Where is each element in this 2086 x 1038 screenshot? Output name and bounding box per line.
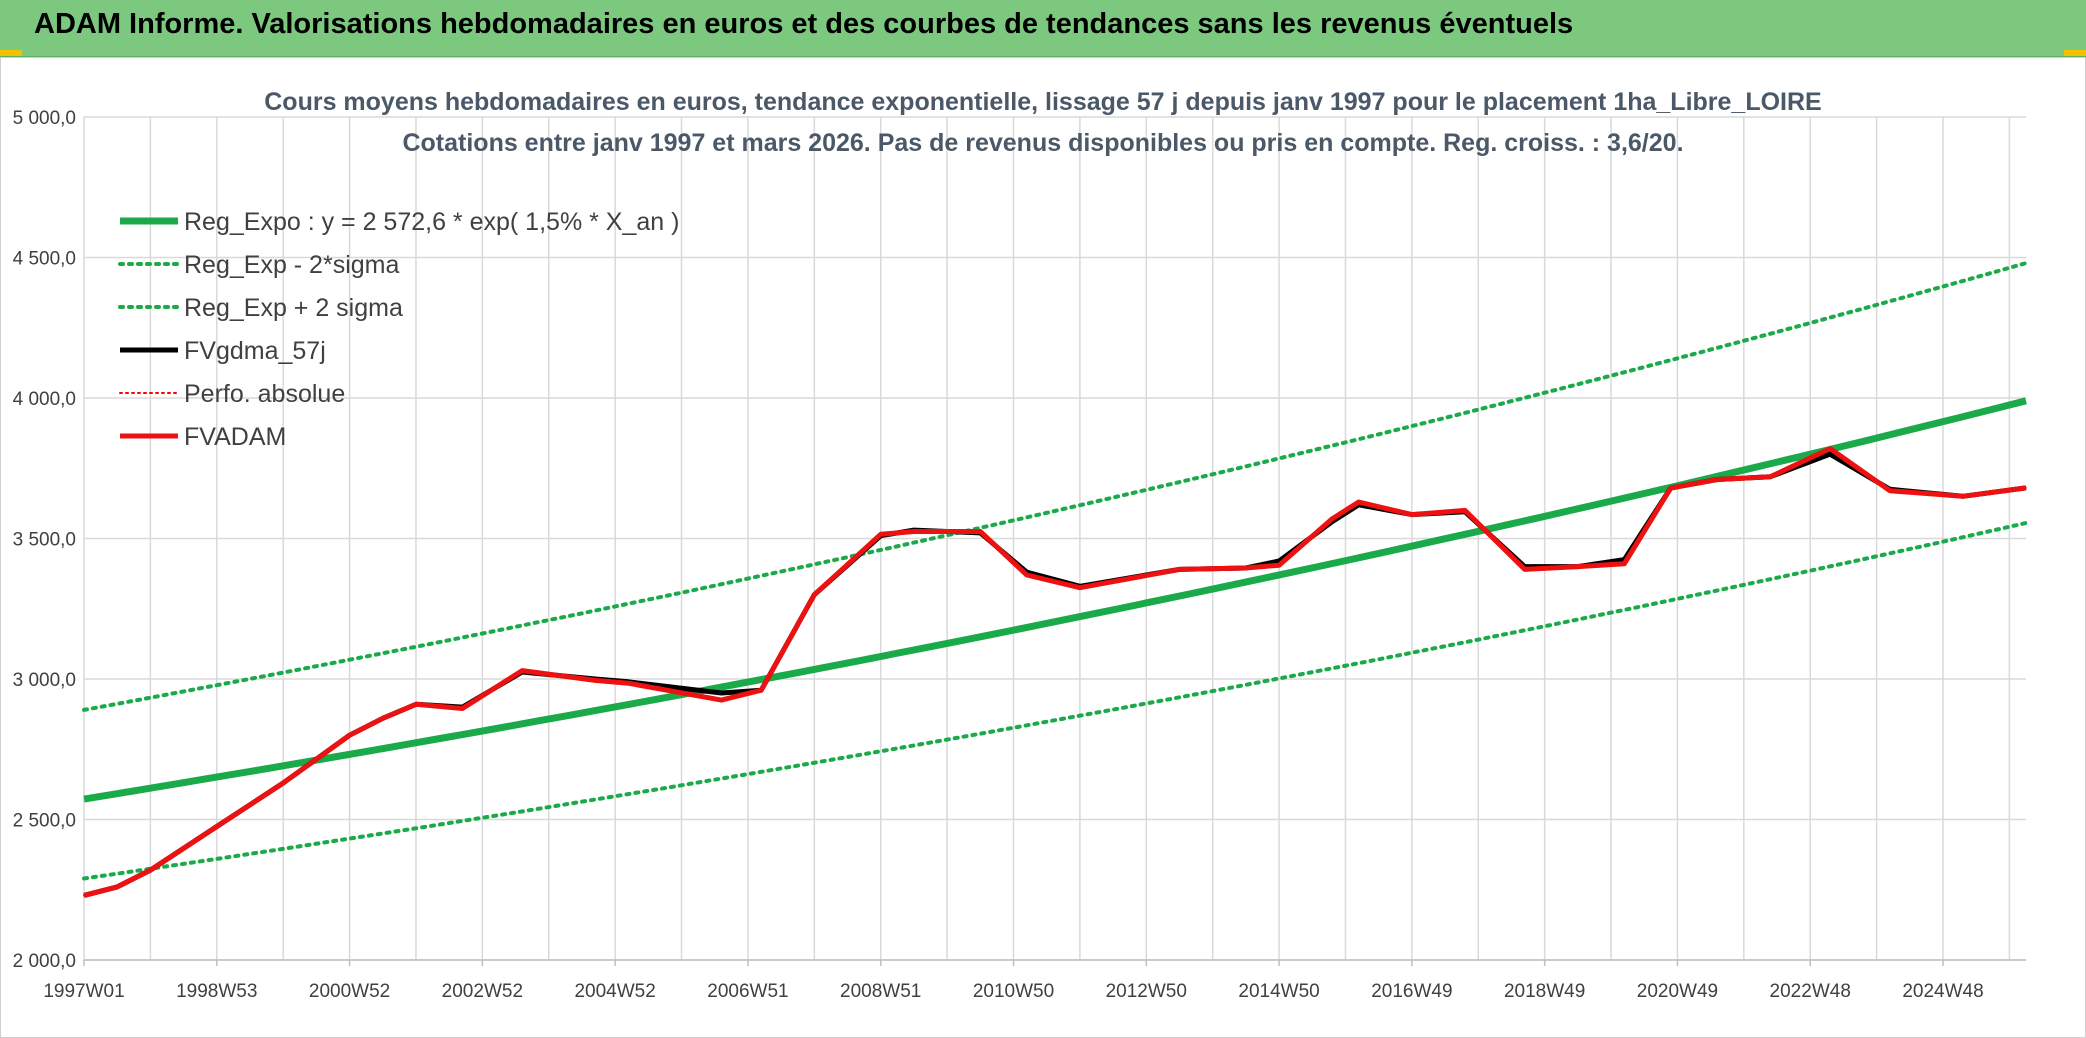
chart-title-line2: Cotations entre janv 1997 et mars 2026. …	[402, 129, 1683, 157]
y-tick-label: 2 500,0	[13, 811, 76, 832]
x-tick-label: 2020W49	[1637, 981, 1718, 1002]
legend-label: Reg_Exp - 2*sigma	[184, 251, 399, 279]
y-tick-label: 4 000,0	[13, 389, 76, 410]
legend-label: FVgdma_57j	[184, 337, 326, 365]
legend-label: Perfo. absolue	[184, 380, 345, 408]
banner-title: ADAM Informe. Valorisations hebdomadaire…	[34, 8, 1574, 40]
legend-label: Reg_Exp + 2 sigma	[184, 294, 403, 322]
axes: 2 000,0 2 500,0 3 000,0 3 500,0 4 000,0 4 500…	[13, 108, 2026, 1002]
y-tick-label: 3 000,0	[13, 670, 76, 691]
series-fvgdma-57j	[83, 451, 2027, 898]
legend-label: Reg_Expo : y = 2 572,6 * exp( 1,5% * X_a…	[184, 208, 679, 236]
y-tick-label: 4 500,0	[13, 249, 76, 270]
x-tick-label: 2006W51	[707, 981, 788, 1002]
grid	[83, 116, 2026, 961]
y-tick-label: 3 500,0	[13, 530, 76, 551]
x-tick-label: 2022W48	[1770, 981, 1851, 1002]
x-tick-label: 2000W52	[309, 981, 390, 1002]
x-tick-label: 2018W49	[1504, 981, 1585, 1002]
x-tick-label: 2008W51	[840, 981, 921, 1002]
x-tick-label: 2016W49	[1371, 981, 1452, 1002]
corner-marker-right	[2064, 50, 2086, 56]
legend-label: FVADAM	[184, 423, 286, 451]
y-tick-label: 2 000,0	[13, 951, 76, 972]
x-tick-label: 2024W48	[1902, 981, 1983, 1002]
x-tick-label: 1997W01	[43, 981, 124, 1002]
corner-marker-left	[0, 50, 22, 56]
y-tick-label: 5 000,0	[13, 108, 76, 129]
x-tick-label: 2012W50	[1106, 981, 1187, 1002]
chart-title-line1: Cours moyens hebdomadaires en euros, ten…	[264, 88, 1821, 116]
legend: Reg_Expo : y = 2 572,6 * exp( 1,5% * X_a…	[118, 208, 679, 451]
x-tick-label: 2002W52	[442, 981, 523, 1002]
series-reg-exp-2-sigma	[82, 261, 2028, 712]
header-banner: ADAM Informe. Valorisations hebdomadaire…	[0, 0, 2086, 57]
x-tick-label: 1998W53	[176, 981, 257, 1002]
series-perfo-absolue	[83, 447, 2027, 897]
x-tick-label: 2014W50	[1238, 981, 1319, 1002]
x-tick-label: 2010W50	[973, 981, 1054, 1002]
series-reg-exp-2-sigma	[82, 521, 2028, 881]
series-reg-expo	[83, 397, 2027, 803]
series-layer	[82, 261, 2028, 898]
x-tick-label: 2004W52	[574, 981, 655, 1002]
series-fvadam	[83, 446, 2027, 898]
